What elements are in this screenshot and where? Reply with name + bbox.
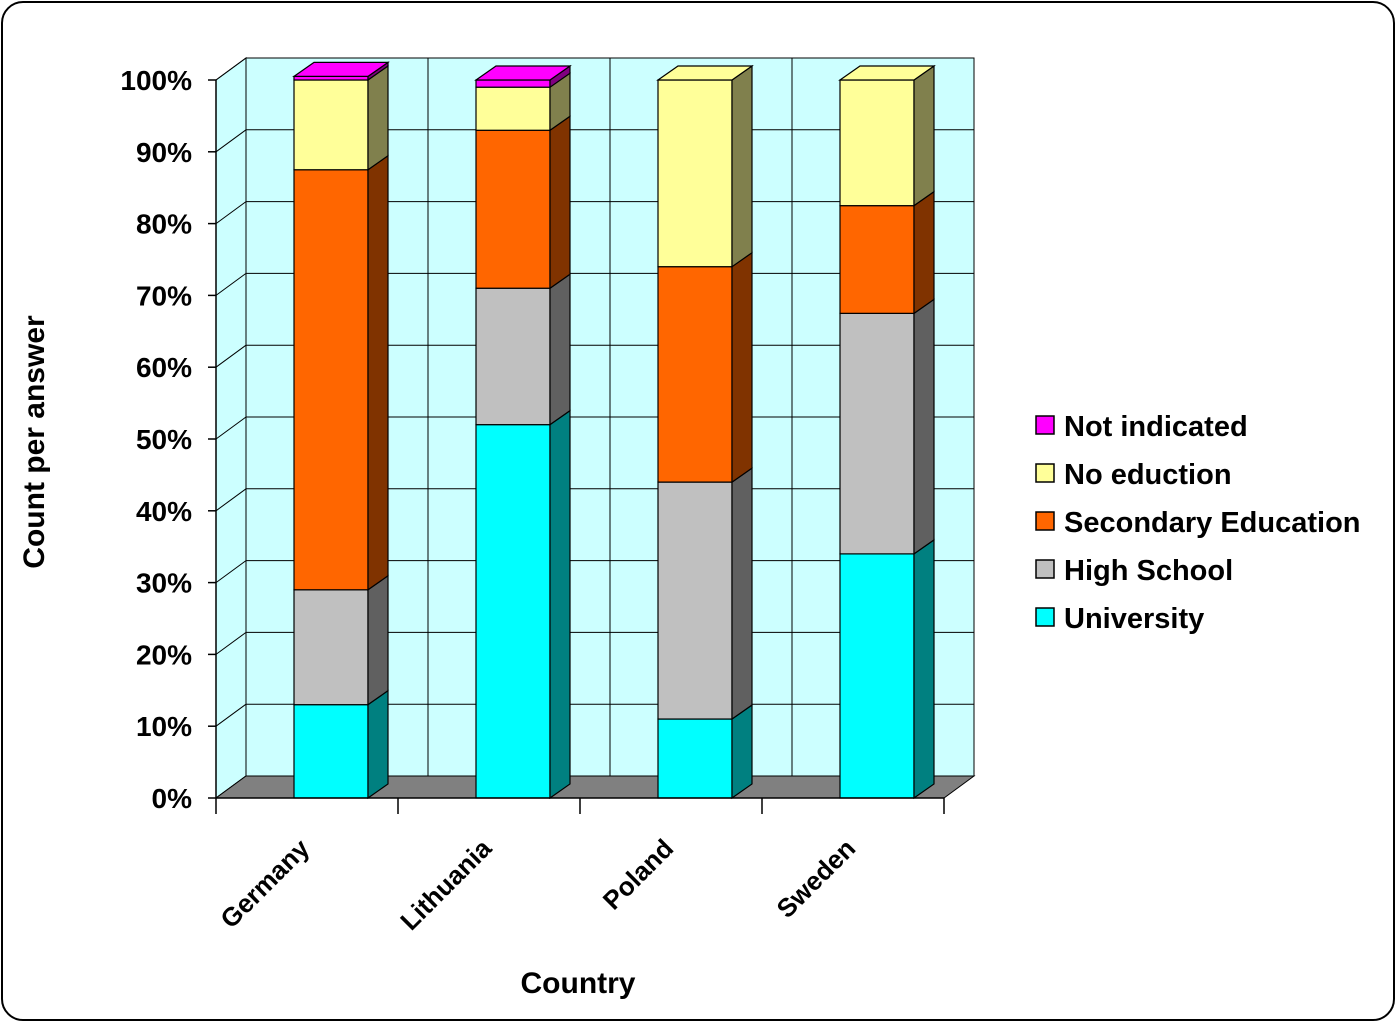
legend-label-high-school: High School (1064, 555, 1233, 587)
x-tick-label-poland: Poland (597, 833, 679, 915)
gridline-side (215, 201, 247, 225)
gridline-side (215, 560, 247, 584)
bar-poland-university (657, 718, 733, 799)
bar-germany-secondary-education (293, 169, 369, 591)
y-tick-label: 20% (136, 639, 192, 670)
legend-swatch-university (1035, 607, 1055, 627)
legend-swatch-no-eduction (1035, 463, 1055, 483)
y-tick-label: 100% (120, 65, 192, 96)
y-tick-label: 0% (152, 783, 193, 814)
bar-sweden-no-eduction (839, 79, 915, 207)
bar-germany-high-school (293, 589, 369, 706)
bar-sweden-high-school-side (913, 298, 935, 556)
bars-group (292, 61, 936, 800)
legend: Not indicated No eduction Secondary Educat… (1035, 411, 1361, 635)
gridline-side (215, 129, 247, 153)
gridline-side (215, 57, 247, 81)
bar-lithuania-university-side (549, 409, 571, 800)
bar-germany-high-school-side (367, 574, 389, 706)
bar-lithuania-high-school (475, 287, 551, 426)
bar-lithuania-secondary-education-side (549, 115, 571, 290)
bar-top-germany (292, 61, 390, 78)
y-tick-label: 60% (136, 352, 192, 383)
bar-germany-university-side (367, 689, 389, 800)
bar-sweden-university-side (913, 538, 935, 800)
bar-poland-no-eduction-side (731, 64, 753, 268)
legend-swatch-not-indicated (1035, 415, 1055, 435)
bar-sweden-no-eduction-side (913, 64, 935, 207)
bar-lithuania-high-school-side (549, 273, 571, 426)
gridline-side (215, 344, 247, 368)
legend-label-university: University (1064, 603, 1204, 635)
bar-sweden-university (839, 553, 915, 799)
y-tick-label: 10% (136, 711, 192, 742)
y-tick-labels: 0% 10% 20% 30% 40% 50% 60% 70% 80% 90% 100% (120, 65, 192, 814)
bar-poland-high-school (657, 481, 733, 720)
axes-group (208, 79, 945, 814)
bar-germany-no-eduction (293, 79, 369, 171)
bar-poland-high-school-side (731, 466, 753, 721)
gridline-side (215, 416, 247, 440)
y-axis-title: Count per answer (18, 315, 51, 569)
gridline-side (215, 272, 247, 296)
legend-swatch-high-school (1035, 559, 1055, 579)
y-tick-label: 70% (136, 280, 192, 311)
x-tick-label-germany: Germany (214, 833, 315, 934)
bar-poland-university-side (731, 703, 753, 800)
bar-lithuania-secondary-education (475, 129, 551, 289)
y-tick-label: 90% (136, 137, 192, 168)
y-tick-label: 40% (136, 496, 192, 527)
gridline-side (215, 703, 247, 727)
bar-lithuania-not-indicated (475, 79, 551, 88)
gridline-side (215, 488, 247, 512)
bar-poland-secondary-education-side (731, 251, 753, 484)
legend-swatch-secondary-education (1035, 511, 1055, 531)
legend-label-secondary-education: Secondary Education (1064, 507, 1361, 539)
bar-poland-no-eduction (657, 79, 733, 268)
y-tick-label: 80% (136, 209, 192, 240)
x-tick-labels: Germany Lithuania Poland Sweden (214, 833, 861, 936)
bar-sweden-secondary-education (839, 205, 915, 314)
legend-label-no-eduction: No eduction (1064, 459, 1232, 491)
x-axis-title: Country (521, 967, 636, 1000)
bar-top-lithuania (474, 65, 572, 81)
bar-top-poland (656, 65, 754, 81)
y-tick-label: 50% (136, 424, 192, 455)
gridline-side (215, 631, 247, 655)
bar-lithuania-no-eduction (475, 86, 551, 131)
bar-lithuania-university (475, 424, 551, 799)
y-tick-label: 30% (136, 568, 192, 599)
bar-germany-university (293, 704, 369, 799)
bar-sweden-secondary-education-side (913, 190, 935, 315)
x-tick-label-lithuania: Lithuania (394, 833, 497, 936)
bar-germany-secondary-education-side (367, 154, 389, 591)
bar-germany-no-eduction-side (367, 64, 389, 171)
bar-sweden-high-school (839, 312, 915, 555)
bar-poland-secondary-education (657, 266, 733, 483)
legend-label-not-indicated: Not indicated (1064, 411, 1248, 443)
x-tick-label-sweden: Sweden (771, 833, 862, 924)
bar-top-sweden (838, 65, 936, 81)
